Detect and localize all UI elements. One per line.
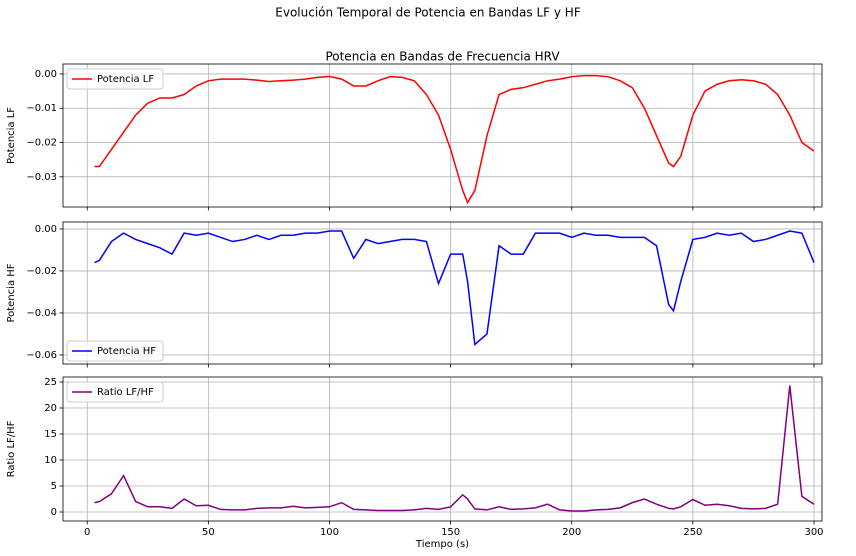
y-tick-label: 0.00 — [35, 69, 57, 80]
axes-frame — [62, 376, 823, 522]
y-tick-label: −0.02 — [26, 266, 57, 277]
y-tick-label: 0 — [51, 507, 57, 518]
y-tick-label: 5 — [51, 481, 57, 492]
y-tick-label: 20 — [44, 403, 57, 414]
x-tick-label: 150 — [441, 527, 460, 538]
y-tick-label: 0.00 — [35, 224, 57, 235]
legend: Potencia LF — [66, 68, 164, 90]
y-axis-label: Potencia HF — [6, 263, 17, 322]
x-tick-label: 100 — [320, 527, 339, 538]
data-line — [94, 74, 815, 205]
axes-frame — [62, 63, 823, 208]
y-tick-label: −0.06 — [26, 350, 57, 361]
legend-label: Potencia HF — [97, 346, 156, 357]
y-tick-label: 15 — [44, 429, 57, 440]
axes-frame — [62, 221, 823, 365]
legend: Potencia HF — [66, 340, 164, 362]
y-tick-label: −0.03 — [26, 172, 57, 183]
legend-box — [66, 340, 164, 362]
x-tick-label: 0 — [84, 527, 90, 538]
legend-label: Potencia LF — [97, 74, 154, 85]
y-tick-label: −0.02 — [26, 138, 57, 149]
x-tick-label: 200 — [562, 527, 581, 538]
figure-title: Evolución Temporal de Potencia en Bandas… — [275, 6, 581, 20]
x-tick-label: 250 — [683, 527, 702, 538]
y-axis-label: Potencia LF — [6, 107, 17, 164]
x-axis-label: Tiempo (s) — [415, 539, 469, 550]
x-tick-label: 50 — [202, 527, 215, 538]
y-tick-label: 10 — [44, 455, 57, 466]
chart-title: Potencia en Bandas de Frecuencia HRV — [325, 50, 560, 64]
y-axis-label: Ratio LF/HF — [6, 420, 17, 477]
legend-box — [66, 381, 164, 403]
x-tick-label: 300 — [804, 527, 823, 538]
legend-label: Ratio LF/HF — [97, 387, 154, 398]
y-tick-label: −0.01 — [26, 103, 57, 114]
data-line — [94, 230, 815, 346]
y-tick-label: −0.04 — [26, 308, 57, 319]
legend-box — [66, 68, 164, 90]
legend: Ratio LF/HF — [66, 381, 164, 403]
y-tick-label: 25 — [44, 377, 57, 388]
data-line — [94, 385, 815, 512]
